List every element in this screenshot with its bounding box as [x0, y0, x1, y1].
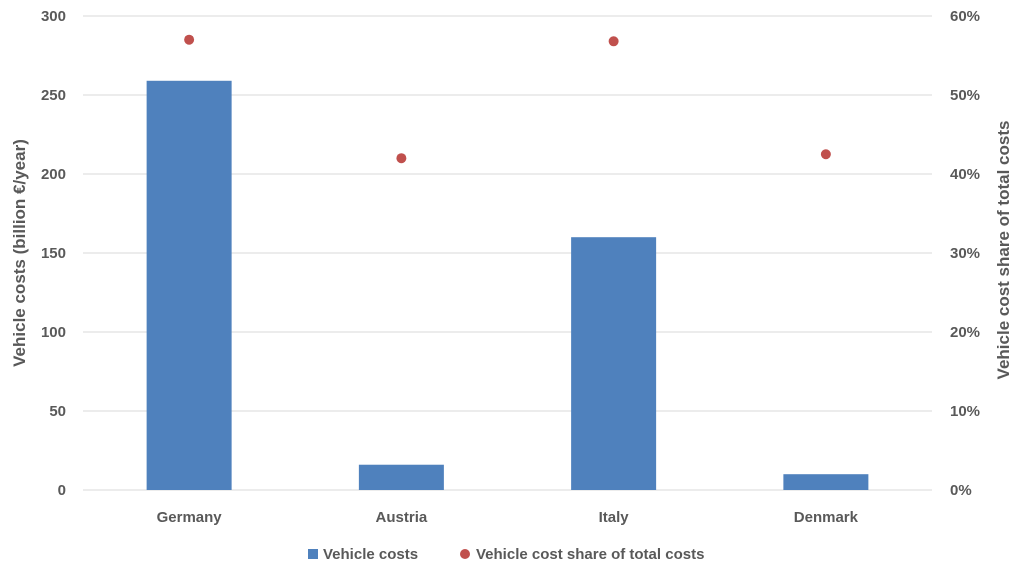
bar-italy	[571, 237, 657, 490]
y2-tick-label: 0%	[950, 482, 972, 499]
bar-germany	[146, 80, 232, 490]
category-label: Denmark	[794, 509, 859, 526]
y-tick-label: 250	[41, 87, 66, 104]
category-label: Germany	[157, 509, 223, 526]
y2-tick-label: 10%	[950, 403, 980, 420]
y2-tick-label: 50%	[950, 87, 980, 104]
right-axis-ticks: 0% 10% 20% 30% 40% 50% 60%	[950, 8, 980, 499]
y2-tick-label: 60%	[950, 8, 980, 25]
y2-tick-label: 40%	[950, 166, 980, 183]
category-labels: Germany Austria Italy Denmark	[157, 509, 859, 526]
y-axis-title: Vehicle costs (billion €/year)	[10, 139, 29, 367]
point-austria	[396, 153, 407, 164]
y-tick-label: 50	[49, 403, 66, 420]
legend-label-cost-share: Vehicle cost share of total costs	[476, 546, 704, 563]
point-germany	[184, 34, 195, 45]
y-tick-label: 0	[58, 482, 66, 499]
y2-tick-label: 20%	[950, 324, 980, 341]
legend-label-vehicle-costs: Vehicle costs	[323, 546, 418, 563]
legend: Vehicle costs Vehicle cost share of tota…	[308, 546, 704, 563]
point-italy	[608, 36, 619, 47]
y-tick-label: 300	[41, 8, 66, 25]
y-tick-label: 150	[41, 245, 66, 262]
y2-tick-label: 30%	[950, 245, 980, 262]
y-tick-label: 200	[41, 166, 66, 183]
legend-swatch-vehicle-costs	[308, 549, 318, 559]
category-label: Italy	[599, 509, 630, 526]
bar-austria	[358, 464, 444, 490]
y2-axis-title: Vehicle cost share of total costs	[994, 121, 1013, 380]
bar-denmark	[783, 474, 869, 490]
legend-swatch-cost-share	[460, 549, 470, 559]
category-label: Austria	[376, 509, 428, 526]
point-denmark	[820, 149, 831, 160]
left-axis-ticks: 0 50 100 150 200 250 300	[41, 8, 66, 499]
bar-series	[146, 80, 869, 490]
y-tick-label: 100	[41, 324, 66, 341]
scatter-series	[184, 34, 831, 164]
